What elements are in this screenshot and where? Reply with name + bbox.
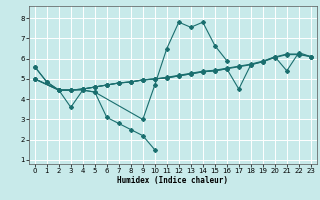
X-axis label: Humidex (Indice chaleur): Humidex (Indice chaleur) xyxy=(117,176,228,185)
